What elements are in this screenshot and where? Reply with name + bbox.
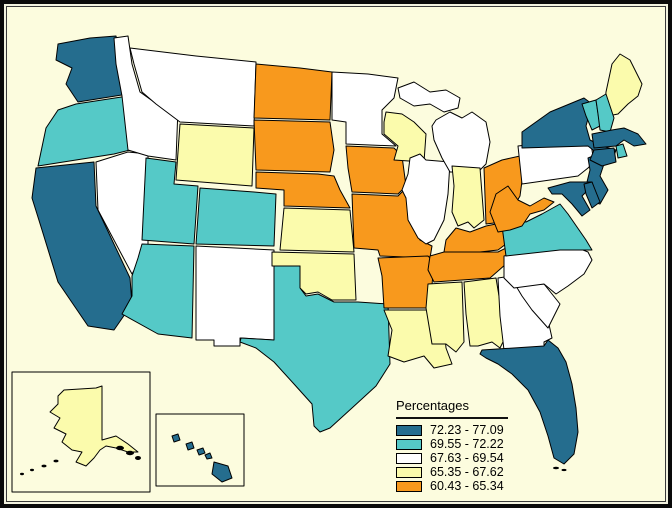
state-hawaii-big-island — [211, 461, 233, 483]
state-utah — [141, 157, 199, 245]
state-colorado — [195, 187, 277, 247]
state-florida — [479, 339, 579, 465]
alaska-archipelago-islands — [135, 456, 141, 460]
hawaii-inset-box — [155, 413, 245, 487]
alaska-archipelago-islands — [126, 450, 134, 456]
state-hawaii-niihau — [171, 433, 181, 443]
legend-title: Percentages — [396, 398, 508, 419]
alaska-inset-box — [11, 371, 151, 493]
legend-swatch-class-2 — [396, 439, 422, 450]
state-hawaii-oahu — [185, 441, 195, 451]
state-nebraska — [255, 171, 351, 209]
legend-item: 69.55 - 72.22 — [396, 438, 576, 451]
legend-swatch-class-1 — [396, 425, 422, 436]
state-michigan-lower-peninsula — [431, 111, 491, 173]
state-new-mexico — [195, 245, 275, 347]
state-connecticut — [589, 147, 617, 167]
state-wisconsin — [383, 111, 427, 163]
state-maryland — [547, 181, 597, 217]
map-canvas: Percentages 72.23 - 77.09 69.55 - 72.22 … — [6, 6, 666, 502]
legend-label: 60.43 - 65.34 — [430, 479, 504, 493]
state-south-dakota — [253, 119, 335, 173]
florida-keys-islands — [561, 468, 567, 472]
state-alaska — [49, 385, 139, 467]
legend-label: 72.23 - 77.09 — [430, 423, 504, 437]
state-rhode-island — [615, 143, 628, 159]
aleutian-islands — [30, 468, 34, 472]
florida-keys-islands — [553, 466, 559, 470]
legend-item: 65.35 - 67.62 — [396, 466, 576, 479]
aleutian-islands — [53, 459, 59, 463]
state-hawaii-maui — [204, 452, 213, 460]
legend-item: 72.23 - 77.09 — [396, 424, 576, 437]
legend-item: 60.43 - 65.34 — [396, 480, 576, 493]
us-choropleth-map — [11, 35, 647, 493]
legend-label: 69.55 - 72.22 — [430, 437, 504, 451]
state-washington — [55, 35, 129, 103]
state-california — [31, 161, 133, 331]
aleutian-islands — [41, 464, 47, 468]
state-idaho — [113, 35, 179, 161]
state-wyoming — [175, 123, 255, 187]
state-vermont — [581, 99, 601, 131]
alaska-archipelago-islands — [116, 445, 124, 451]
state-maine — [603, 53, 643, 117]
legend-label: 65.35 - 67.62 — [430, 465, 504, 479]
state-north-dakota — [253, 63, 333, 121]
state-delaware — [583, 181, 601, 209]
state-mississippi — [425, 281, 465, 353]
state-massachusetts — [591, 127, 647, 149]
aleutian-islands — [20, 472, 24, 476]
legend-swatch-class-5 — [396, 481, 422, 492]
frame-mat: Percentages 72.23 - 77.09 69.55 - 72.22 … — [4, 4, 668, 504]
legend-label: 67.63 - 69.54 — [430, 451, 504, 465]
state-west-virginia — [489, 185, 555, 233]
state-arkansas — [377, 255, 435, 309]
legend-swatch-class-3 — [396, 453, 422, 464]
state-texas — [239, 265, 391, 433]
state-arizona — [121, 243, 195, 339]
legend: Percentages 72.23 - 77.09 69.55 - 72.22 … — [396, 398, 576, 494]
legend-swatch-class-4 — [396, 467, 422, 478]
state-minnesota — [331, 71, 399, 147]
state-michigan-upper-peninsula — [397, 81, 461, 113]
state-indiana — [451, 165, 485, 229]
state-illinois — [401, 153, 451, 245]
state-kansas — [279, 207, 355, 253]
state-hawaii-molokai — [196, 447, 206, 456]
legend-item: 67.63 - 69.54 — [396, 452, 576, 465]
state-montana — [129, 47, 257, 127]
